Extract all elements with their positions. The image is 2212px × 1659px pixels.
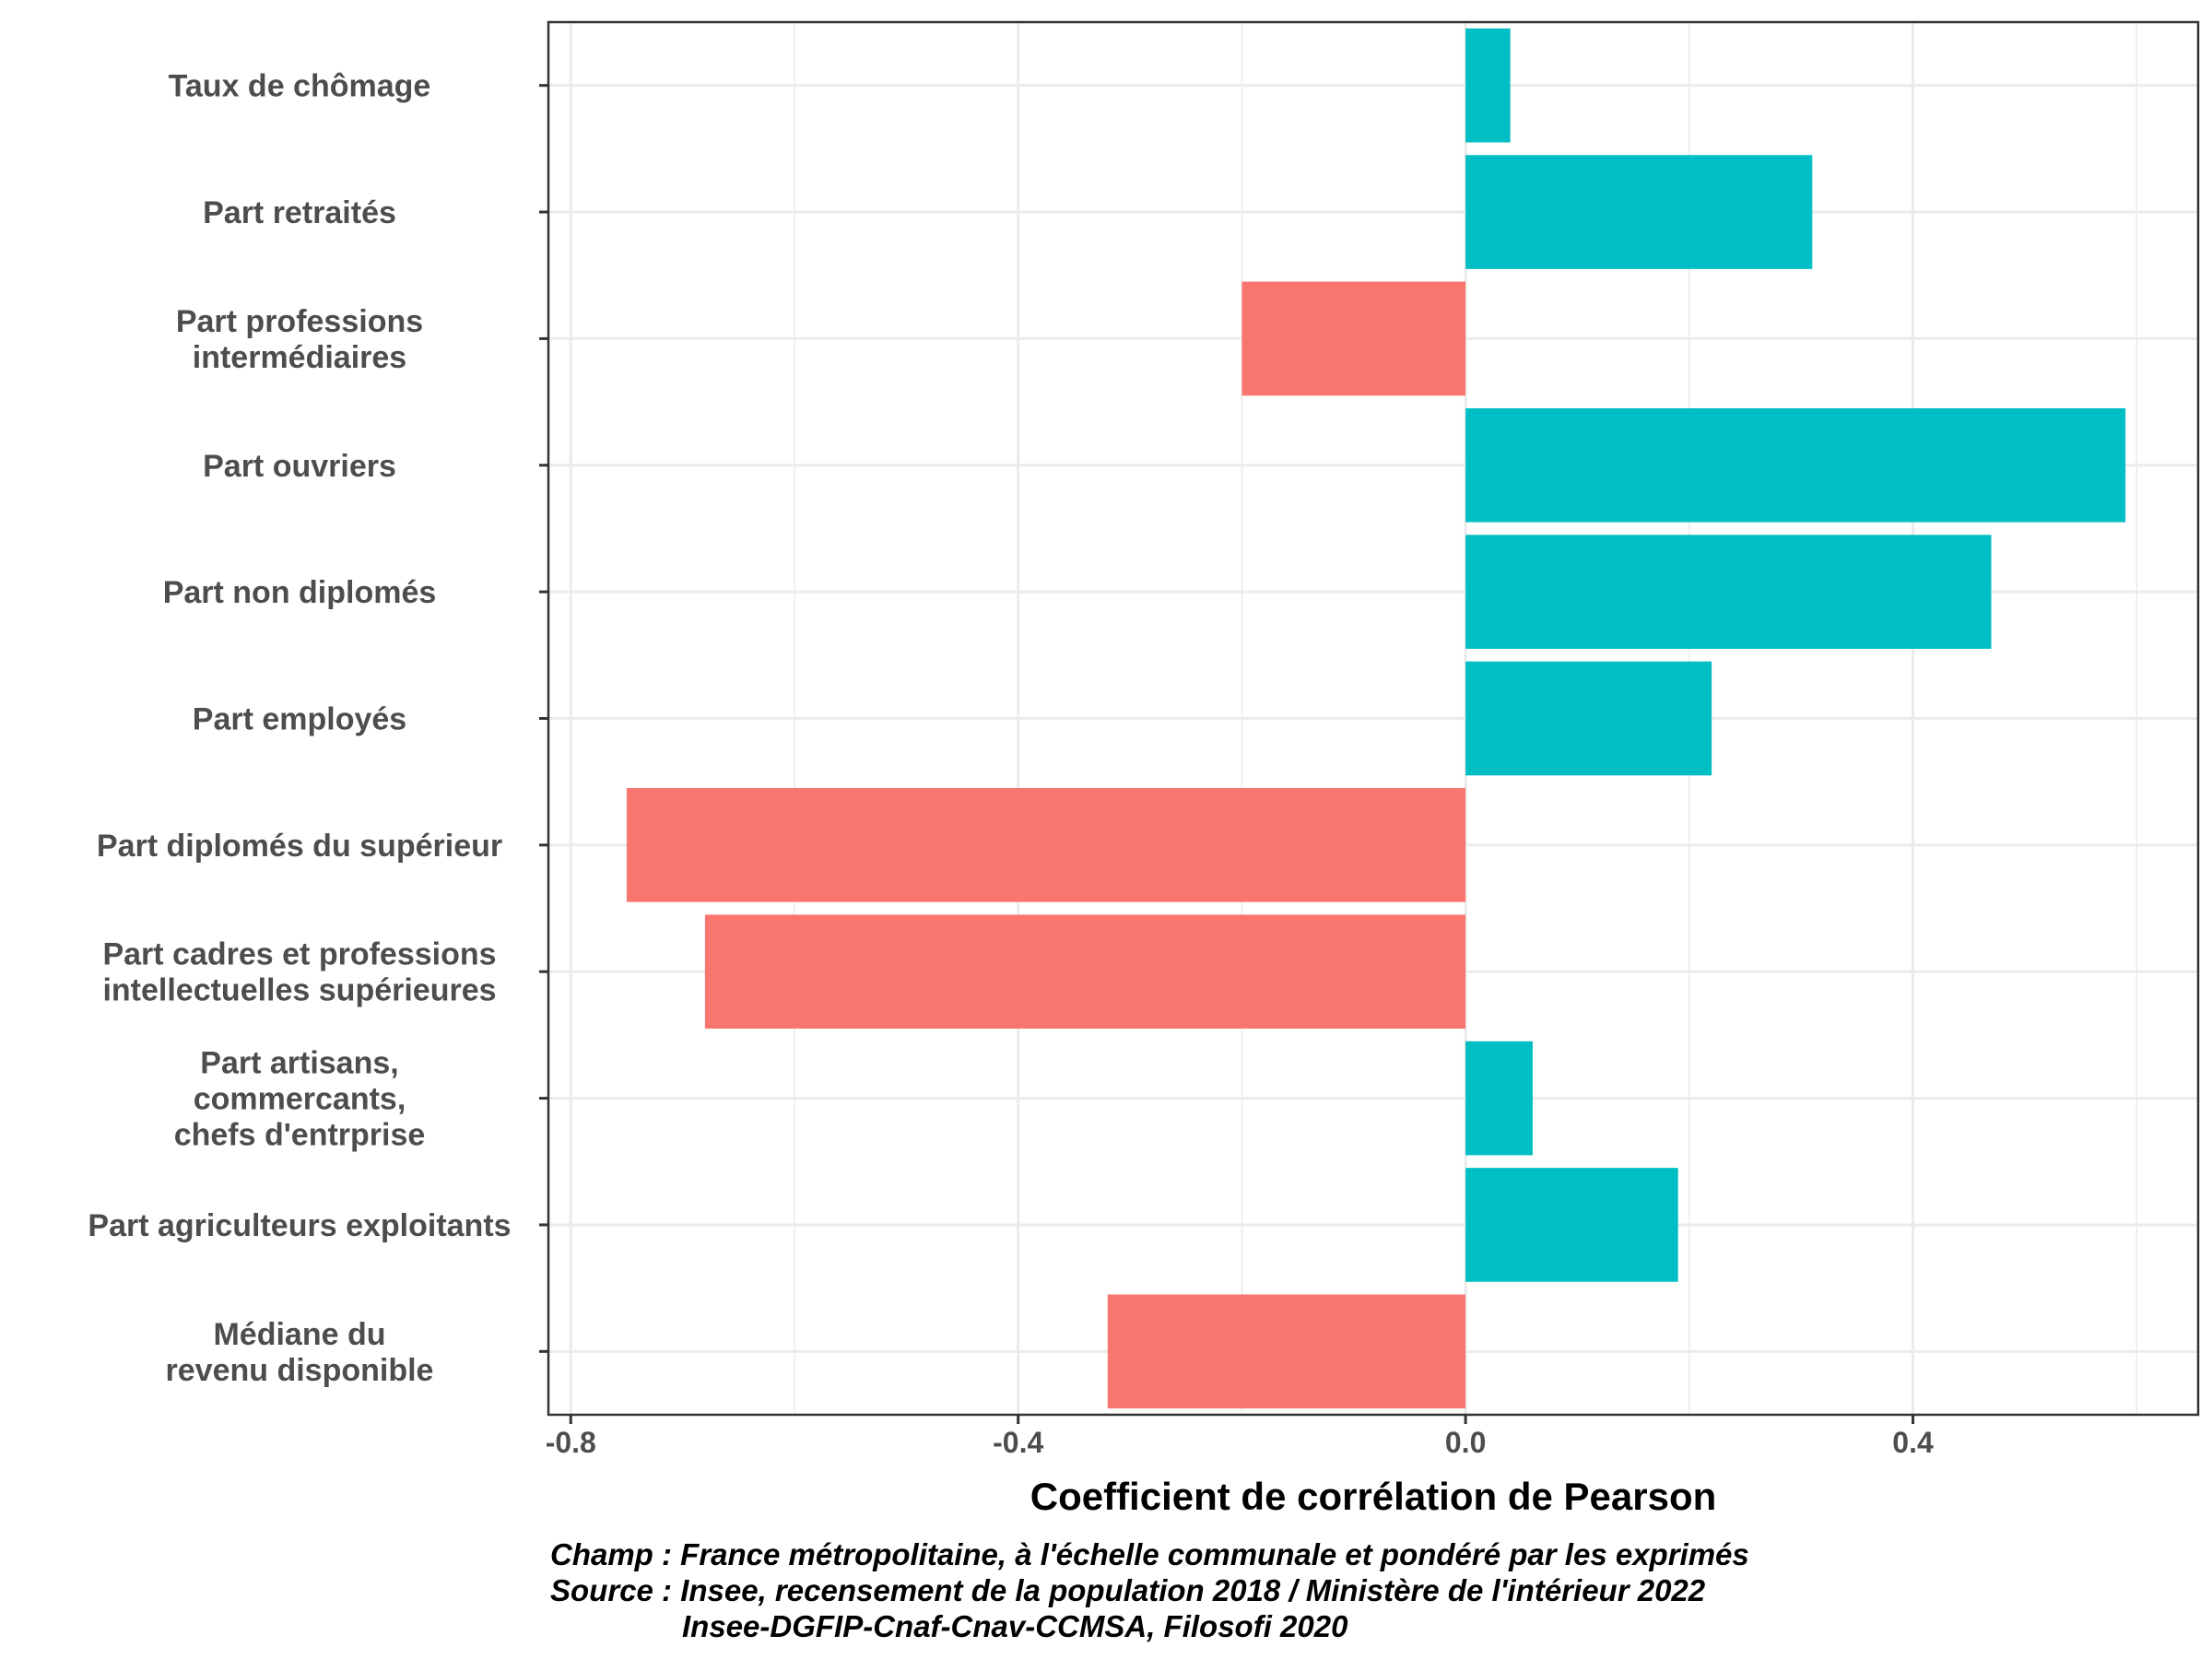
caption-line-source-continued: Insee-DGFIP-Cnaf-Cnav-CCMSA, Filosofi 20… [682, 1609, 1348, 1643]
y-axis-category-label: Part agriculteurs exploitants [88, 1208, 511, 1243]
bar [1465, 155, 1813, 269]
bar [1465, 1041, 1533, 1156]
caption: Champ : France métropolitaine, à l'échel… [550, 1537, 1749, 1643]
y-axis-category-label: Part professions [176, 304, 423, 339]
y-axis-category-label: Part employés [193, 702, 406, 737]
y-axis-category-label: Part retraités [203, 195, 396, 230]
grid-lines [548, 22, 2198, 1415]
y-axis-category-label: intellectuelles supérieures [102, 973, 496, 1008]
y-axis-category-label: Part ouvriers [203, 449, 396, 484]
bars [626, 28, 2126, 1409]
bar [1465, 535, 1992, 649]
y-axis-category-label: Part non diplomés [163, 575, 437, 610]
y-axis-category-label: Taux de chômage [169, 69, 431, 104]
bar [1465, 661, 1712, 776]
x-axis-title: Coefficient de corrélation de Pearson [1030, 1475, 1717, 1518]
y-axis-category-label: Part cadres et professions [102, 937, 496, 972]
y-axis-category-label: commercants, [194, 1082, 406, 1117]
bar [626, 788, 1466, 902]
x-axis-tick-label: -0.4 [993, 1426, 1043, 1459]
x-axis-tick-label: 0.0 [1445, 1426, 1486, 1459]
y-axis-category-label: chefs d'entrprise [174, 1118, 426, 1153]
bar [1465, 407, 2126, 523]
caption-line-source: Source : Insee, recensement de la popula… [550, 1573, 1706, 1607]
bar [1465, 1168, 1678, 1282]
bar [1107, 1294, 1466, 1409]
bar [1465, 28, 1511, 143]
y-axis-category-label: revenu disponible [166, 1353, 434, 1388]
y-axis: Taux de chômage Part retraités Part profes… [88, 69, 548, 1388]
caption-line-champ: Champ : France métropolitaine, à l'échel… [550, 1537, 1749, 1571]
x-axis-tick-label: 0.4 [1892, 1426, 1934, 1459]
x-axis: -0.8 -0.4 0.0 0.4 [546, 1415, 1934, 1459]
bar [704, 914, 1466, 1030]
y-axis-category-label: Médiane du [213, 1317, 385, 1352]
y-axis-category-label: Part diplomés du supérieur [97, 829, 502, 864]
y-axis-category-label: Part artisans, [200, 1046, 398, 1081]
bar [1241, 281, 1466, 396]
x-axis-tick-label: -0.8 [546, 1426, 596, 1459]
y-axis-category-label: intermédiaires [193, 340, 406, 375]
